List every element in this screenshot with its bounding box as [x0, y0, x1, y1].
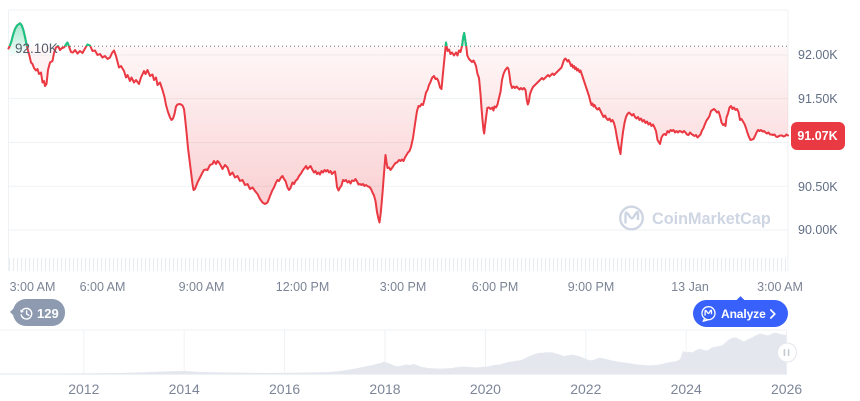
- svg-text:CoinMarketCap: CoinMarketCap: [652, 210, 771, 228]
